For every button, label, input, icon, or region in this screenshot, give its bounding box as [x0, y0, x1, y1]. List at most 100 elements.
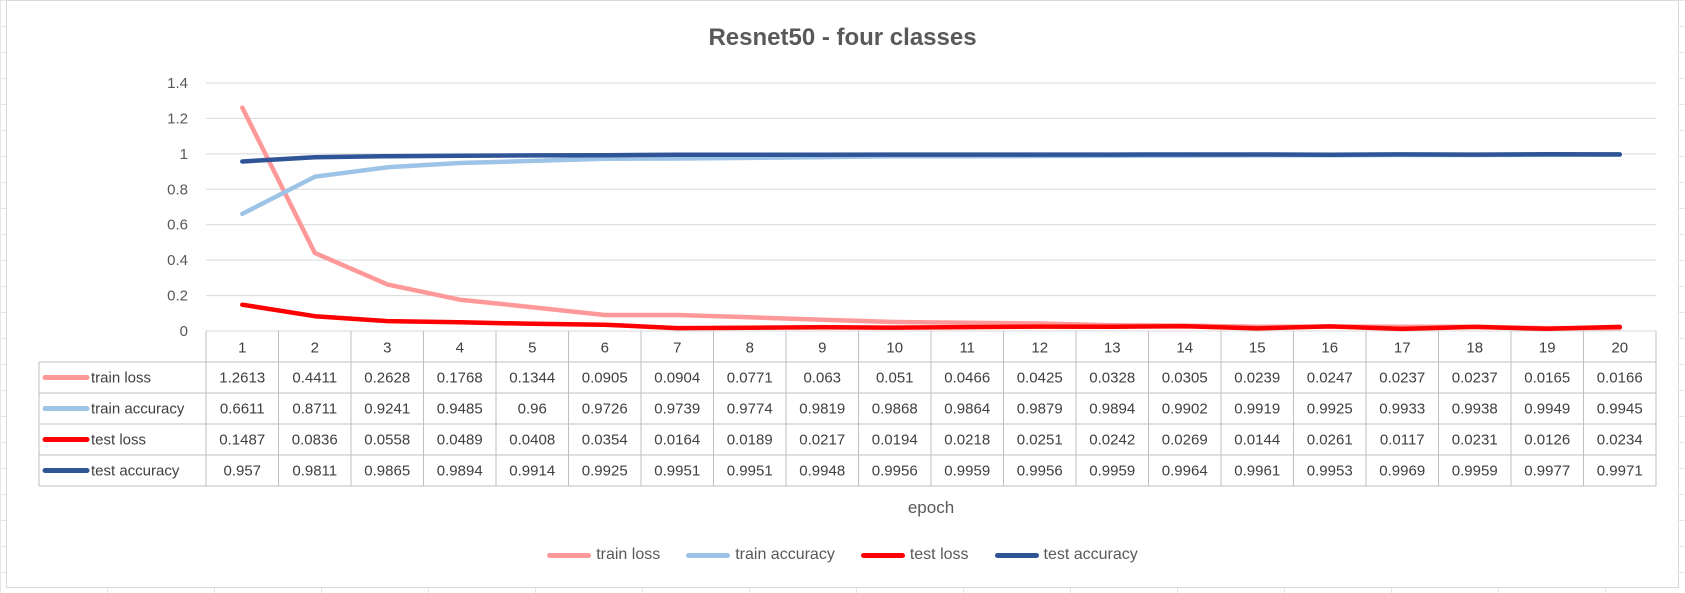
table-cell-value: 0.0126 — [1524, 432, 1570, 449]
table-cell-value: 0.0194 — [872, 432, 918, 449]
table-cell-value: 0.0261 — [1307, 432, 1353, 449]
table-cell-value: 0.9902 — [1162, 401, 1208, 418]
data-point — [1039, 322, 1041, 324]
table-cell-value: 0.9948 — [799, 463, 845, 480]
legend-label: test loss — [909, 546, 969, 563]
table-cell-value: 0.9971 — [1597, 463, 1643, 480]
x-tick-label: 11 — [959, 340, 975, 357]
table-cell-value: 0.9951 — [727, 463, 773, 480]
table-cell-value: 0.0165 — [1524, 370, 1570, 387]
legend-swatch — [686, 552, 731, 558]
data-point — [1619, 153, 1621, 155]
table-cell-value: 1.2613 — [219, 370, 265, 387]
table-cell-value: 0.8711 — [292, 401, 337, 418]
x-tick-label: 14 — [1176, 340, 1193, 357]
data-point — [1401, 153, 1403, 155]
series-line — [240, 302, 1623, 332]
table-series-name: test accuracy — [91, 463, 180, 480]
table-cell-value: 0.0166 — [1597, 370, 1643, 387]
table-cell-value: 0.0269 — [1162, 432, 1208, 449]
table-cell-value: 0.0771 — [727, 370, 773, 387]
table-series-name: train loss — [91, 370, 151, 387]
x-tick-label: 19 — [1539, 340, 1556, 357]
data-point — [676, 157, 678, 159]
data-point — [531, 306, 533, 308]
series-line — [240, 152, 1623, 164]
table-cell-value: 0.9925 — [582, 463, 628, 480]
table-cell-value: 0.9959 — [1452, 463, 1498, 480]
table-cell-value: 0.9919 — [1234, 401, 1280, 418]
table-cell-value: 0.0558 — [364, 432, 410, 449]
x-tick-label: 9 — [818, 340, 826, 357]
data-point — [966, 326, 968, 328]
data-point — [676, 314, 678, 316]
data-point — [821, 154, 823, 156]
table-cell-value: 0.0217 — [799, 432, 845, 449]
table-cell-value: 0.9726 — [582, 401, 628, 418]
y-tick-label: 1.2 — [167, 110, 188, 127]
y-tick-label: 0.8 — [167, 181, 188, 198]
data-point — [1039, 326, 1041, 328]
data-point — [1474, 326, 1476, 328]
table-cell-value: 0.96 — [518, 401, 547, 418]
x-tick-label: 16 — [1321, 340, 1338, 357]
table-cell-value: 0.9959 — [1089, 463, 1135, 480]
table-cell-value: 0.0305 — [1162, 370, 1208, 387]
table-cell-value: 0.0242 — [1089, 432, 1135, 449]
x-tick-label: 12 — [1031, 340, 1048, 357]
table-cell-value: 0.0247 — [1307, 370, 1353, 387]
data-point — [531, 323, 533, 325]
x-tick-label: 17 — [1394, 340, 1411, 357]
table-cell-value: 0.9865 — [364, 463, 410, 480]
table-cell-value: 0.6611 — [220, 401, 265, 418]
x-tick-label: 2 — [311, 340, 319, 357]
x-tick-label: 15 — [1249, 340, 1266, 357]
table-cell-value: 0.0489 — [437, 432, 483, 449]
data-point — [749, 157, 751, 159]
x-tick-label: 6 — [601, 340, 609, 357]
x-tick-label: 20 — [1611, 340, 1628, 357]
table-cell-value: 0.9241 — [364, 401, 410, 418]
table-cell-value: 0.9774 — [727, 401, 773, 418]
data-point — [314, 156, 316, 158]
table-cell-value: 0.1344 — [509, 370, 555, 387]
legend-label: train loss — [596, 546, 661, 563]
data-point — [1546, 153, 1548, 155]
y-tick-label: 0 — [180, 323, 188, 340]
table-cell-value: 0.9811 — [292, 463, 337, 480]
chart-area[interactable] — [6, 0, 1679, 588]
data-point — [1184, 153, 1186, 155]
legend-item: train accuracy — [686, 546, 835, 564]
table-cell-value: 0.9819 — [799, 401, 845, 418]
data-point — [894, 154, 896, 156]
table-cell-value: 0.0904 — [654, 370, 700, 387]
table-cell-value: 0.0144 — [1234, 432, 1280, 449]
table-cell-value: 0.0189 — [727, 432, 773, 449]
table-cell-value: 0.0425 — [1017, 370, 1063, 387]
table-cell-value: 0.9956 — [872, 463, 918, 480]
chart-title: Resnet50 - four classes — [708, 24, 977, 51]
series-line — [240, 105, 1623, 331]
x-tick-label: 5 — [528, 340, 536, 357]
table-cell-value: 0.0237 — [1379, 370, 1425, 387]
data-point — [1401, 328, 1403, 330]
data-point — [241, 160, 243, 162]
data-point — [676, 154, 678, 156]
data-point — [604, 314, 606, 316]
table-cell-value: 0.9969 — [1379, 463, 1425, 480]
table-cell-value: 0.9977 — [1524, 463, 1570, 480]
data-point — [749, 154, 751, 156]
data-point — [531, 154, 533, 156]
table-cell-value: 0.0354 — [582, 432, 628, 449]
data-point — [386, 155, 388, 157]
table-cell-value: 0.9953 — [1307, 463, 1353, 480]
data-point — [604, 154, 606, 156]
table-cell-value: 0.9951 — [654, 463, 700, 480]
legend-item: train loss — [547, 546, 660, 564]
y-tick-label: 1.4 — [167, 75, 188, 92]
table-cell-value: 0.9961 — [1234, 463, 1280, 480]
data-point — [1329, 325, 1331, 327]
legend-swatch — [547, 552, 592, 558]
table-cell-value: 0.0117 — [1380, 432, 1425, 449]
table-cell-value: 0.9864 — [944, 401, 990, 418]
